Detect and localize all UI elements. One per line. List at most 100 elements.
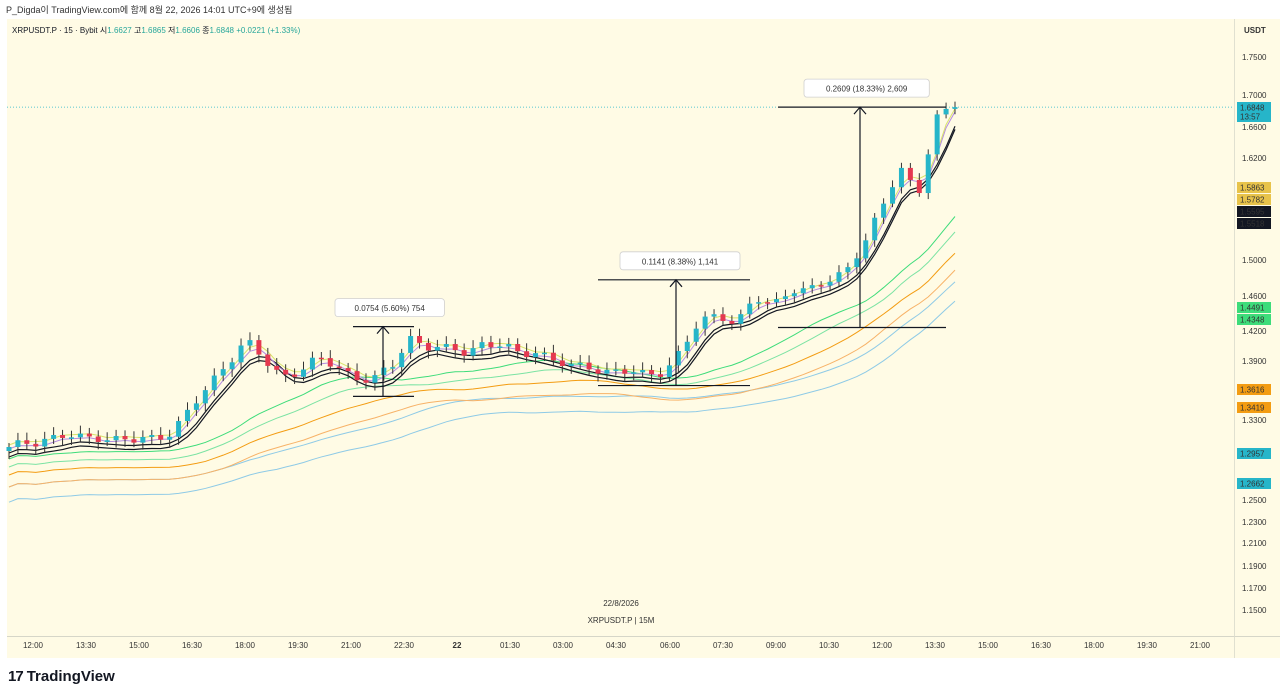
candle-body bbox=[515, 344, 521, 352]
measure-label-box bbox=[619, 251, 741, 271]
candle-body bbox=[158, 435, 164, 440]
y-tick-label: 1.1500 bbox=[1242, 606, 1267, 615]
candle-body bbox=[533, 353, 539, 358]
candle-body bbox=[693, 328, 699, 342]
attribution-text: P_Digda이 TradingView.com에 함께 8월 22, 2026… bbox=[6, 5, 293, 15]
x-tick-label: 12:00 bbox=[23, 641, 44, 650]
x-tick-label: 15:00 bbox=[129, 641, 150, 650]
candle-body bbox=[283, 369, 289, 375]
candle-body bbox=[140, 436, 146, 443]
candle-body bbox=[506, 344, 512, 347]
candle-body bbox=[765, 302, 771, 304]
currency-label: USDT bbox=[1244, 26, 1266, 35]
price-tag bbox=[1237, 314, 1271, 325]
candle-body bbox=[845, 267, 851, 273]
footer: 17 TradingView bbox=[0, 658, 1280, 697]
candle-body bbox=[220, 369, 226, 376]
y-tick-label: 1.1900 bbox=[1242, 562, 1267, 571]
candle-body bbox=[818, 285, 824, 287]
x-tick-label: 03:00 bbox=[553, 641, 574, 650]
x-tick-label: 15:00 bbox=[978, 641, 999, 650]
candle-body bbox=[907, 167, 913, 180]
x-tick-label: 21:00 bbox=[1190, 641, 1211, 650]
price-tag bbox=[1237, 102, 1271, 122]
symbol-label[interactable]: XRPUSDT.P · 15 · Bybit bbox=[12, 26, 98, 35]
y-tick-label: 1.2100 bbox=[1242, 539, 1267, 548]
candle-body bbox=[95, 436, 101, 442]
price-tag bbox=[1237, 182, 1271, 193]
measure-arrow-head bbox=[669, 278, 683, 288]
high-value: 1.6865 bbox=[141, 26, 166, 35]
candle-body bbox=[104, 440, 110, 442]
open-label: 시 bbox=[99, 26, 108, 35]
price-tag bbox=[1237, 302, 1271, 313]
band-cyan-lower bbox=[8, 300, 956, 503]
price-tag bbox=[1237, 448, 1271, 459]
measure-label-box bbox=[803, 78, 930, 98]
watermark-date: 22/8/2026 bbox=[603, 599, 639, 608]
candle-body bbox=[211, 375, 217, 391]
price-tag-label: 1.2662 bbox=[1240, 480, 1265, 489]
candle-body bbox=[122, 436, 128, 440]
candle-body bbox=[131, 439, 137, 443]
candle-body bbox=[497, 346, 503, 349]
y-tick-label: 1.3900 bbox=[1242, 357, 1267, 366]
candle-body bbox=[408, 336, 414, 353]
candle-body bbox=[247, 340, 253, 346]
y-tick-label: 1.7000 bbox=[1242, 91, 1267, 100]
candle-body bbox=[15, 440, 21, 447]
candle-body bbox=[202, 390, 208, 404]
price-tag bbox=[1237, 402, 1271, 413]
candle-body bbox=[229, 362, 235, 370]
x-tick-label: 09:00 bbox=[766, 641, 787, 650]
candle-body bbox=[327, 358, 333, 367]
x-tick-label: 22:30 bbox=[394, 641, 415, 650]
candle-body bbox=[354, 371, 360, 381]
chart-area[interactable] bbox=[7, 19, 1234, 636]
band-green-lower bbox=[8, 231, 956, 468]
candle-body bbox=[309, 357, 315, 370]
candle-body bbox=[6, 447, 12, 451]
candle-body bbox=[649, 370, 655, 375]
candle-body bbox=[363, 380, 369, 383]
candle-body bbox=[613, 369, 619, 371]
candle-body bbox=[193, 403, 199, 410]
candle-body bbox=[729, 320, 735, 324]
price-chart: 1.7500 1.7000 1.6600 1.6200 1.5000 1.4600 1.42… bbox=[6, 26, 1271, 650]
x-tick-label: 12:00 bbox=[872, 641, 893, 650]
candle-body bbox=[33, 443, 39, 447]
x-tick-label: 10:30 bbox=[819, 641, 840, 650]
x-tick-label: 01:30 bbox=[500, 641, 521, 650]
price-tag bbox=[1237, 194, 1271, 205]
candle-body bbox=[443, 344, 449, 347]
candle-body bbox=[800, 288, 806, 294]
candle-body bbox=[301, 369, 307, 377]
candle-body bbox=[898, 167, 904, 188]
close-label: 종 bbox=[202, 26, 210, 35]
price-tag-countdown: 13:57 bbox=[1240, 113, 1261, 122]
measure-arrow-head bbox=[376, 325, 390, 335]
candle-body bbox=[934, 114, 940, 155]
x-tick-label: 07:30 bbox=[713, 641, 734, 650]
tradingview-logo[interactable]: 17 TradingView bbox=[8, 668, 115, 685]
candle-body bbox=[149, 435, 155, 437]
candle-body bbox=[292, 374, 298, 377]
candle-body bbox=[381, 367, 387, 376]
tv-logo-icon: 17 bbox=[8, 668, 24, 685]
low-label: 저 bbox=[168, 26, 176, 35]
candle-body bbox=[925, 154, 931, 194]
time-axis[interactable] bbox=[7, 636, 1234, 659]
candle-body bbox=[881, 203, 887, 218]
candle-body bbox=[417, 336, 423, 343]
candle-body bbox=[675, 351, 681, 366]
candle-body bbox=[604, 369, 610, 374]
candle-body bbox=[488, 342, 494, 348]
candle-body bbox=[657, 374, 663, 377]
candle-body bbox=[702, 316, 708, 329]
candle-body bbox=[622, 369, 628, 374]
x-tick-label: 22 bbox=[453, 641, 462, 650]
candle-body bbox=[345, 368, 351, 372]
x-tick-label: 16:30 bbox=[1031, 641, 1052, 650]
band-orange-lower bbox=[8, 269, 956, 488]
price-tag-label: 1.3419 bbox=[1240, 404, 1265, 413]
